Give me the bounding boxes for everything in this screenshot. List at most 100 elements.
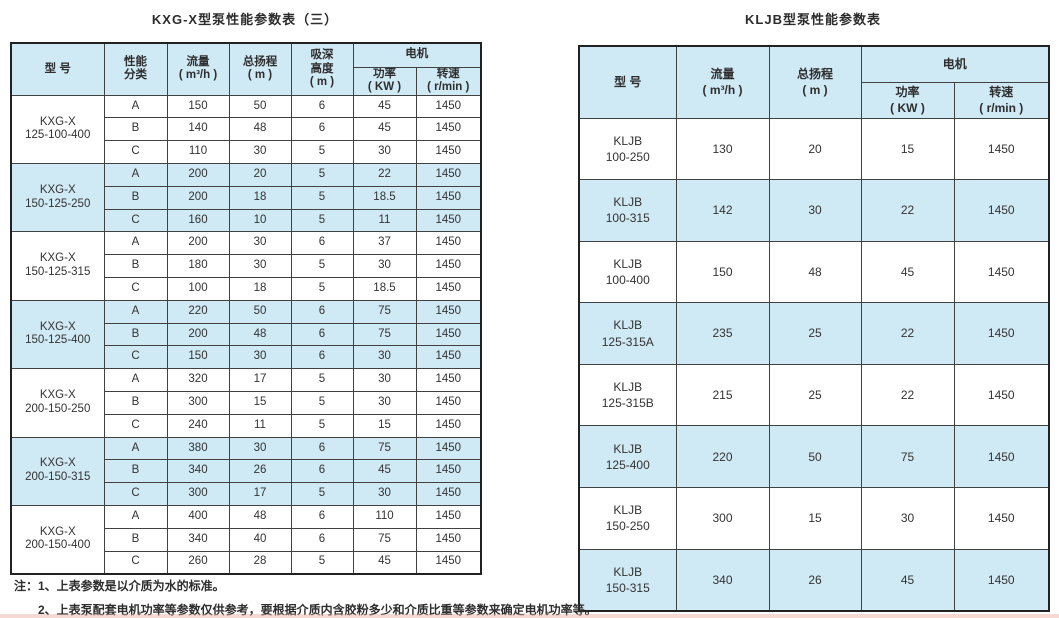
power-cell: 75 bbox=[352, 436, 417, 461]
suction-cell: 5 bbox=[290, 413, 354, 438]
head-cell: 17 bbox=[228, 482, 292, 506]
power-cell: 75 bbox=[352, 299, 417, 324]
power-cell: 75 bbox=[352, 527, 417, 552]
class-cell: C bbox=[103, 482, 168, 506]
model-cell: KLJB 150-315 bbox=[578, 548, 677, 612]
flow-cell: 150 bbox=[675, 240, 770, 304]
flow-cell: 200 bbox=[166, 185, 230, 210]
table-row: B 180 30 5 30 1450 bbox=[11, 254, 482, 278]
head-cell: 30 bbox=[228, 231, 292, 256]
model-cell: KXG-X 200-150-250 bbox=[10, 368, 105, 438]
suction-cell: 6 bbox=[290, 322, 354, 347]
table-row: KLJB 150-250 300 15 30 1450 bbox=[578, 487, 1050, 550]
speed-cell: 1450 bbox=[415, 94, 482, 119]
table-row: KLJB 100-400 150 48 45 1450 bbox=[578, 240, 1050, 304]
flow-cell: 260 bbox=[166, 550, 230, 575]
head-cell: 10 bbox=[228, 208, 292, 233]
flow-cell: 340 bbox=[675, 548, 770, 612]
head-cell: 30 bbox=[228, 345, 292, 370]
speed-cell: 1450 bbox=[415, 345, 482, 370]
model-cell: KLJB 125-315B bbox=[578, 363, 677, 427]
power-cell: 75 bbox=[352, 322, 417, 347]
footnote-1: 注：1、上表参数是以介质为水的标准。 bbox=[14, 579, 225, 593]
power-cell: 45 bbox=[860, 548, 955, 612]
scan-artifact-band bbox=[0, 614, 1059, 618]
speed-cell: 1450 bbox=[953, 240, 1050, 304]
header-total-head: 总扬程( m ) bbox=[768, 45, 862, 119]
suction-cell: 5 bbox=[290, 482, 354, 506]
flow-cell: 130 bbox=[675, 117, 770, 181]
model-cell: KXG-X 200-150-315 bbox=[10, 436, 105, 506]
speed-cell: 1450 bbox=[415, 117, 482, 142]
head-cell: 20 bbox=[228, 163, 292, 187]
speed-cell: 1450 bbox=[415, 277, 482, 301]
suction-cell: 5 bbox=[290, 254, 354, 278]
power-cell: 45 bbox=[352, 94, 417, 119]
flow-cell: 340 bbox=[166, 459, 230, 484]
header-model: 型 号 bbox=[10, 42, 105, 96]
head-cell: 30 bbox=[228, 436, 292, 461]
class-cell: C bbox=[103, 550, 168, 575]
suction-cell: 5 bbox=[290, 390, 354, 415]
head-cell: 15 bbox=[768, 487, 862, 550]
table-row: B 300 15 5 30 1450 bbox=[11, 390, 482, 415]
speed-cell: 1450 bbox=[415, 163, 482, 187]
model-cell: KLJB 150-250 bbox=[578, 487, 677, 550]
table-row: C 300 17 5 30 1450 bbox=[11, 482, 482, 506]
head-cell: 40 bbox=[228, 527, 292, 552]
flow-cell: 300 bbox=[166, 482, 230, 506]
suction-cell: 5 bbox=[290, 163, 354, 187]
header-flow: 流量( m³/h ) bbox=[166, 42, 230, 96]
table-row: B 340 26 6 45 1450 bbox=[11, 459, 482, 484]
speed-cell: 1450 bbox=[415, 185, 482, 210]
head-cell: 30 bbox=[768, 179, 862, 242]
head-cell: 20 bbox=[768, 117, 862, 181]
class-cell: B bbox=[103, 527, 168, 552]
speed-cell: 1450 bbox=[953, 363, 1050, 427]
power-cell: 22 bbox=[860, 363, 955, 427]
power-cell: 30 bbox=[352, 390, 417, 415]
flow-cell: 240 bbox=[166, 413, 230, 438]
header-suction-height: 吸深 高度( m ) bbox=[290, 42, 354, 96]
table-row: KXG-X 200-150-315 A 380 30 6 75 1450 bbox=[10, 436, 482, 506]
flow-cell: 100 bbox=[166, 277, 230, 301]
power-cell: 45 bbox=[352, 550, 417, 575]
class-cell: B bbox=[103, 390, 168, 415]
flow-cell: 215 bbox=[675, 363, 770, 427]
suction-cell: 6 bbox=[290, 299, 354, 324]
flow-cell: 140 bbox=[166, 117, 230, 142]
suction-cell: 6 bbox=[290, 231, 354, 256]
header-total-head: 总扬程( m ) bbox=[228, 42, 292, 96]
model-cell: KXG-X 150-125-315 bbox=[10, 231, 105, 301]
model-cell: KXG-X 125-100-400 bbox=[10, 94, 105, 165]
class-cell: A bbox=[103, 504, 168, 529]
table-row: KXG-X 125-100-400 A 150 50 6 45 1450 bbox=[10, 94, 482, 165]
flow-cell: 400 bbox=[166, 504, 230, 529]
speed-cell: 1450 bbox=[415, 550, 482, 575]
suction-cell: 5 bbox=[290, 550, 354, 575]
power-cell: 45 bbox=[352, 117, 417, 142]
speed-cell: 1450 bbox=[415, 459, 482, 484]
head-cell: 26 bbox=[768, 548, 862, 612]
flow-cell: 160 bbox=[166, 208, 230, 233]
class-cell: A bbox=[103, 436, 168, 461]
speed-cell: 1450 bbox=[415, 504, 482, 529]
head-cell: 50 bbox=[228, 94, 292, 119]
table-row: KXG-X 150-125-250 A 200 20 5 22 1450 bbox=[10, 163, 482, 233]
flow-cell: 320 bbox=[166, 368, 230, 392]
suction-cell: 6 bbox=[290, 94, 354, 119]
suction-cell: 6 bbox=[290, 436, 354, 461]
class-cell: B bbox=[103, 459, 168, 484]
table-row: C 150 30 6 30 1450 bbox=[11, 345, 482, 370]
suction-cell: 5 bbox=[290, 185, 354, 210]
power-cell: 11 bbox=[352, 208, 417, 233]
flow-cell: 110 bbox=[166, 140, 230, 165]
power-cell: 22 bbox=[352, 163, 417, 187]
table-row: KLJB 100-315 142 30 22 1450 bbox=[578, 179, 1050, 242]
model-cell: KXG-X 150-125-250 bbox=[10, 163, 105, 233]
table-row: KXG-X 150-125-315 A 200 30 6 37 1450 bbox=[10, 231, 482, 301]
header-flow: 流量( m³/h ) bbox=[675, 45, 770, 119]
left-table-title: KXG-X型泵性能参数表（三） bbox=[151, 12, 339, 27]
class-cell: B bbox=[103, 117, 168, 142]
